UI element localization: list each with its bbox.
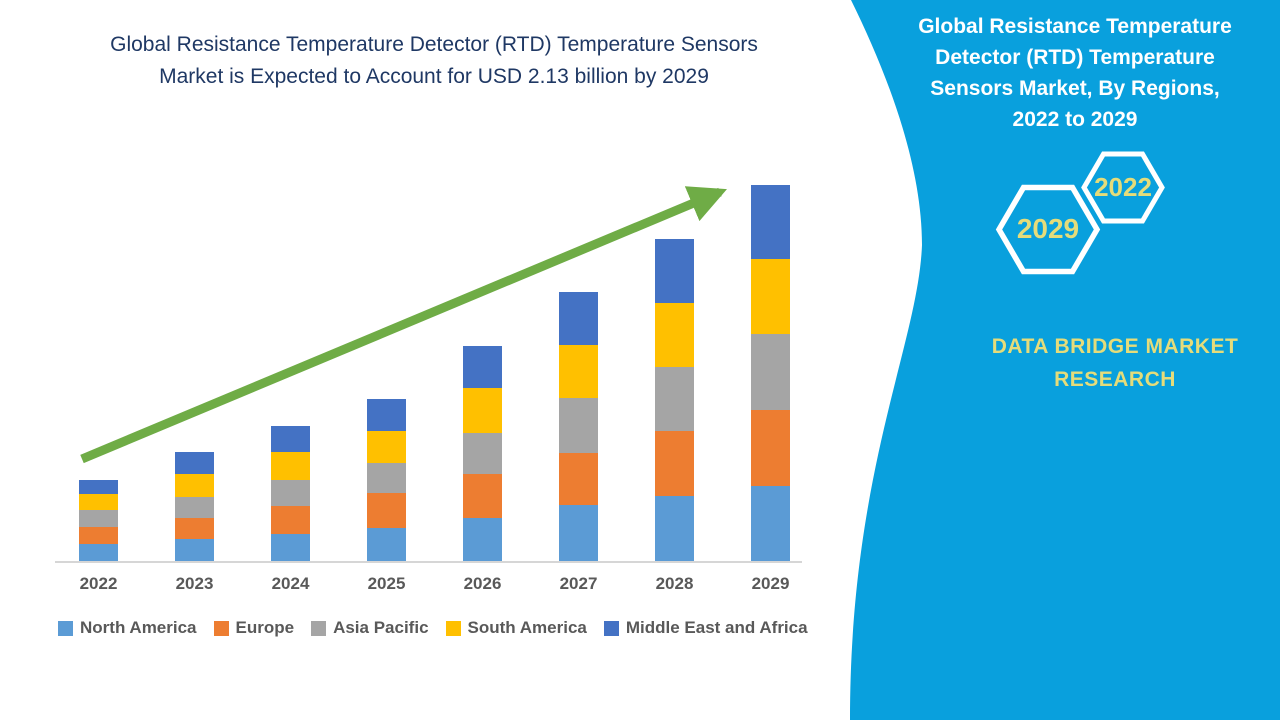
bar-segment-2026-europe: [463, 473, 502, 518]
legend-item-asia-pacific: Asia Pacific: [311, 618, 429, 638]
bar-segment-2025-asia-pacific: [367, 462, 406, 493]
bar-segment-2028-europe: [655, 430, 694, 496]
chart-title-line-1: Global Resistance Temperature Detector (…: [110, 33, 758, 56]
legend-swatch-asia-pacific: [311, 620, 327, 636]
side-panel-title: Global Resistance Temperature Detector (…: [890, 11, 1260, 135]
chart-title-line-2: Market is Expected to Account for USD 2.…: [159, 65, 709, 88]
x-axis-label-2024: 2024: [271, 574, 310, 593]
bar-segment-2024-south-america: [271, 451, 310, 481]
legend-label-europe: Europe: [235, 618, 295, 637]
bar-segment-2023-south-america: [175, 474, 214, 498]
x-axis-label-2023: 2023: [175, 574, 214, 593]
bar-segment-2029-south-america: [751, 259, 790, 335]
legend-label-south-america: South America: [467, 618, 587, 637]
chart-legend: North America Europe Asia Pacific South Ame…: [58, 618, 825, 638]
x-axis-label-2029: 2029: [751, 574, 790, 593]
bar-segment-2027-middle-east-and-africa: [559, 291, 598, 346]
legend-item-europe: Europe: [213, 618, 295, 638]
bar-segment-2029-europe: [751, 410, 790, 486]
x-axis-label-2028: 2028: [655, 574, 694, 593]
bar-2028: [655, 239, 694, 561]
bar-segment-2027-north-america: [559, 505, 598, 561]
bar-segment-2024-middle-east-and-africa: [271, 425, 310, 452]
side-panel-title-line-1: Global Resistance Temperature: [918, 15, 1232, 38]
bar-segment-2025-north-america: [367, 527, 406, 561]
bars-row: [55, 180, 802, 561]
bar-segment-2027-south-america: [559, 345, 598, 398]
bar-segment-2027-asia-pacific: [559, 397, 598, 453]
bar-segment-2023-asia-pacific: [175, 497, 214, 518]
bar-segment-2029-north-america: [751, 486, 790, 561]
legend-item-south-america: South America: [445, 618, 587, 638]
legend-item-middle-east-and-africa: Middle East and Africa: [603, 618, 808, 638]
x-axis-label-2027: 2027: [559, 574, 598, 593]
bar-segment-2025-south-america: [367, 430, 406, 463]
bar-2029: [751, 185, 790, 561]
hexagon-2029-label: 2029: [1016, 213, 1080, 244]
legend-label-north-america: North America: [80, 618, 197, 637]
bar-2026: [463, 346, 502, 561]
bar-segment-2023-middle-east-and-africa: [175, 452, 214, 475]
x-axis-label-2022: 2022: [79, 574, 118, 593]
legend-swatch-north-america: [58, 620, 73, 636]
bar-segment-2022-asia-pacific: [79, 510, 118, 528]
bar-2027: [559, 291, 598, 561]
bar-2024: [271, 425, 310, 561]
bar-segment-2022-europe: [79, 527, 118, 545]
side-panel-shape: [850, 0, 1280, 720]
legend-item-north-america: North America: [58, 618, 197, 638]
brand-line-1: DATA BRIDGE MARKET: [991, 335, 1239, 358]
x-axis-line: [55, 561, 802, 563]
bar-segment-2022-middle-east-and-africa: [79, 480, 118, 495]
bar-segment-2029-middle-east-and-africa: [751, 185, 790, 260]
hexagon-2022-outline: [1081, 151, 1165, 224]
bar-segment-2028-middle-east-and-africa: [655, 239, 694, 303]
bar-segment-2026-middle-east-and-africa: [463, 346, 502, 388]
bar-segment-2029-asia-pacific: [751, 334, 790, 411]
bar-segment-2028-asia-pacific: [655, 366, 694, 431]
bar-segment-2023-europe: [175, 517, 214, 540]
bar-segment-2026-north-america: [463, 517, 502, 561]
hexagon-2029-outline: [995, 184, 1101, 275]
x-axis-label-2026: 2026: [463, 574, 502, 593]
bar-2025: [367, 398, 406, 561]
bar-segment-2024-europe: [271, 505, 310, 534]
x-axis-labels: 2022 2023 2024 2025 2026 2027 2028 2029: [55, 574, 802, 594]
bar-segment-2024-north-america: [271, 533, 310, 561]
legend-swatch-middle-east-and-africa: [603, 620, 619, 636]
bar-segment-2025-europe: [367, 492, 406, 528]
bar-segment-2028-north-america: [655, 495, 694, 561]
trend-arrow: [80, 186, 727, 464]
brand-line-2: RESEARCH: [1054, 368, 1176, 391]
hexagon-2022-label: 2022: [1094, 172, 1152, 202]
side-panel-title-line-4: 2022 to 2029: [1012, 108, 1138, 131]
bar-2023: [175, 452, 214, 561]
bar-segment-2027-europe: [559, 452, 598, 505]
legend-label-middle-east-and-africa: Middle East and Africa: [625, 618, 808, 637]
bar-2022: [79, 480, 118, 561]
bar-segment-2028-south-america: [655, 302, 694, 367]
bar-segment-2022-south-america: [79, 494, 118, 511]
legend-label-asia-pacific: Asia Pacific: [333, 618, 429, 637]
stacked-bar-chart: [55, 180, 802, 561]
bar-segment-2026-asia-pacific: [463, 432, 502, 474]
side-panel-title-line-3: Sensors Market, By Regions,: [930, 77, 1220, 100]
bar-segment-2023-north-america: [175, 539, 214, 561]
side-panel-title-line-2: Detector (RTD) Temperature: [935, 46, 1215, 69]
x-axis-label-2025: 2025: [367, 574, 406, 593]
bar-segment-2026-south-america: [463, 387, 502, 433]
bar-segment-2025-middle-east-and-africa: [367, 398, 406, 431]
legend-swatch-europe: [213, 620, 229, 636]
bar-segment-2024-asia-pacific: [271, 480, 310, 506]
chart-title: Global Resistance Temperature Detector (…: [0, 29, 868, 93]
legend-swatch-south-america: [445, 620, 461, 636]
bar-segment-2022-north-america: [79, 544, 118, 561]
brand-name: DATA BRIDGE MARKET RESEARCH: [955, 330, 1275, 396]
